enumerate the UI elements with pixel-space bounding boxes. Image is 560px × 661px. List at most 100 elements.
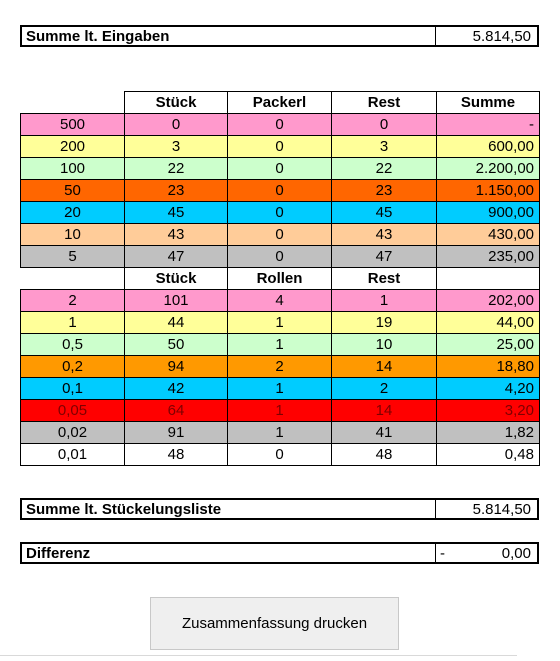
notes-rest-cell: 3 bbox=[331, 135, 437, 158]
coins-denomination-cell: 1 bbox=[20, 311, 125, 334]
coins-sum-cell: 3,20 bbox=[436, 399, 540, 422]
coins-sum-cell: 0,48 bbox=[436, 443, 540, 466]
coins-header-summe-blank bbox=[436, 267, 540, 290]
coins-rest-cell: 14 bbox=[331, 399, 437, 422]
coins-pieces-cell: 101 bbox=[124, 289, 228, 312]
notes-header-rest: Rest bbox=[331, 91, 437, 114]
notes-header-summe: Summe bbox=[436, 91, 540, 114]
coins-pieces-cell: 64 bbox=[124, 399, 228, 422]
coins-rolls-cell: 1 bbox=[227, 399, 332, 422]
notes-pieces-cell: 3 bbox=[124, 135, 228, 158]
notes-pieces-cell: 45 bbox=[124, 201, 228, 224]
coins-rest-cell: 48 bbox=[331, 443, 437, 466]
coins-sum-cell: 44,00 bbox=[436, 311, 540, 334]
notes-sum-cell: - bbox=[436, 113, 540, 136]
coins-denomination-cell: 0,05 bbox=[20, 399, 125, 422]
coins-pieces-cell: 94 bbox=[124, 355, 228, 378]
notes-rest-cell: 22 bbox=[331, 157, 437, 180]
notes-packs-cell: 0 bbox=[227, 179, 332, 202]
notes-denomination-cell: 100 bbox=[20, 157, 125, 180]
coins-row: 1 44 1 19 44,00 bbox=[20, 311, 540, 334]
coins-row: 2 101 4 1 202,00 bbox=[20, 289, 540, 312]
notes-sum-cell: 235,00 bbox=[436, 245, 540, 268]
summary-list-value: 5.814,50 bbox=[435, 500, 537, 518]
notes-pieces-cell: 47 bbox=[124, 245, 228, 268]
coins-header-rollen: Rollen bbox=[227, 267, 332, 290]
notes-sum-cell: 600,00 bbox=[436, 135, 540, 158]
difference-sign: - bbox=[440, 544, 445, 562]
notes-rest-cell: 0 bbox=[331, 113, 437, 136]
notes-header-stueck: Stück bbox=[124, 91, 228, 114]
coins-header-stueck: Stück bbox=[124, 267, 228, 290]
coins-rest-cell: 41 bbox=[331, 421, 437, 444]
notes-packs-cell: 0 bbox=[227, 223, 332, 246]
coins-row: 0,1 42 1 2 4,20 bbox=[20, 377, 540, 400]
coins-sum-cell: 202,00 bbox=[436, 289, 540, 312]
notes-pieces-cell: 23 bbox=[124, 179, 228, 202]
coins-pieces-cell: 48 bbox=[124, 443, 228, 466]
coins-pieces-cell: 44 bbox=[124, 311, 228, 334]
notes-row: 10 43 0 43 430,00 bbox=[20, 223, 540, 246]
coins-sum-cell: 18,80 bbox=[436, 355, 540, 378]
notes-rest-cell: 45 bbox=[331, 201, 437, 224]
difference-label: Differenz bbox=[26, 544, 91, 562]
coins-rolls-cell: 4 bbox=[227, 289, 332, 312]
notes-row: 20 45 0 45 900,00 bbox=[20, 201, 540, 224]
coins-row: 0,01 48 0 48 0,48 bbox=[20, 443, 540, 466]
summary-inputs-label: Summe lt. Eingaben bbox=[26, 27, 170, 45]
notes-packs-cell: 0 bbox=[227, 135, 332, 158]
coins-rest-cell: 14 bbox=[331, 355, 437, 378]
coins-rest-cell: 19 bbox=[331, 311, 437, 334]
notes-sum-cell: 1.150,00 bbox=[436, 179, 540, 202]
notes-sum-cell: 430,00 bbox=[436, 223, 540, 246]
summary-list-box: Summe lt. Stückelungsliste 5.814,50 bbox=[20, 498, 539, 520]
difference-box: Differenz - 0,00 bbox=[20, 542, 539, 564]
notes-packs-cell: 0 bbox=[227, 245, 332, 268]
coins-header-blank bbox=[20, 267, 125, 290]
notes-header-packerl: Packerl bbox=[227, 91, 332, 114]
notes-header-row: Stück Packerl Rest Summe bbox=[20, 91, 540, 114]
coins-pieces-cell: 50 bbox=[124, 333, 228, 356]
summary-inputs-value: 5.814,50 bbox=[435, 27, 537, 45]
difference-value: 0,00 bbox=[501, 544, 531, 562]
notes-row: 200 3 0 3 600,00 bbox=[20, 135, 540, 158]
notes-header-blank bbox=[20, 91, 125, 114]
notes-sum-cell: 900,00 bbox=[436, 201, 540, 224]
coins-row: 0,5 50 1 10 25,00 bbox=[20, 333, 540, 356]
coins-rest-cell: 10 bbox=[331, 333, 437, 356]
notes-row: 500 0 0 0- bbox=[20, 113, 540, 136]
coins-row: 0,05 64 1 14 3,20 bbox=[20, 399, 540, 422]
notes-denomination-cell: 200 bbox=[20, 135, 125, 158]
difference-value-cell: - 0,00 bbox=[435, 544, 537, 562]
coins-denomination-cell: 0,2 bbox=[20, 355, 125, 378]
coins-rolls-cell: 2 bbox=[227, 355, 332, 378]
coins-pieces-cell: 91 bbox=[124, 421, 228, 444]
coins-sum-cell: 4,20 bbox=[436, 377, 540, 400]
print-summary-button[interactable]: Zusammenfassung drucken bbox=[150, 597, 399, 650]
coins-denomination-cell: 0,1 bbox=[20, 377, 125, 400]
coins-rolls-cell: 1 bbox=[227, 333, 332, 356]
summary-list-label: Summe lt. Stückelungsliste bbox=[26, 500, 222, 518]
summary-inputs-box: Summe lt. Eingaben 5.814,50 bbox=[20, 25, 539, 47]
denomination-table: Stück Packerl Rest Summe 500 0 0 0-200 3 0 3 60… bbox=[20, 91, 540, 466]
coins-rolls-cell: 1 bbox=[227, 377, 332, 400]
coins-pieces-cell: 42 bbox=[124, 377, 228, 400]
notes-row: 50 23 0 23 1.150,00 bbox=[20, 179, 540, 202]
notes-packs-cell: 0 bbox=[227, 113, 332, 136]
notes-packs-cell: 0 bbox=[227, 201, 332, 224]
notes-row: 5 47 0 47 235,00 bbox=[20, 245, 540, 268]
coins-sum-cell: 1,82 bbox=[436, 421, 540, 444]
coins-rolls-cell: 0 bbox=[227, 443, 332, 466]
notes-denomination-cell: 10 bbox=[20, 223, 125, 246]
coins-rolls-cell: 1 bbox=[227, 311, 332, 334]
notes-rest-cell: 23 bbox=[331, 179, 437, 202]
notes-sum-cell: 2.200,00 bbox=[436, 157, 540, 180]
notes-denomination-cell: 5 bbox=[20, 245, 125, 268]
coins-denomination-cell: 0,5 bbox=[20, 333, 125, 356]
coins-denomination-cell: 2 bbox=[20, 289, 125, 312]
coins-rest-cell: 1 bbox=[331, 289, 437, 312]
notes-packs-cell: 0 bbox=[227, 157, 332, 180]
notes-rest-cell: 47 bbox=[331, 245, 437, 268]
bottom-divider bbox=[0, 655, 517, 656]
notes-rest-cell: 43 bbox=[331, 223, 437, 246]
